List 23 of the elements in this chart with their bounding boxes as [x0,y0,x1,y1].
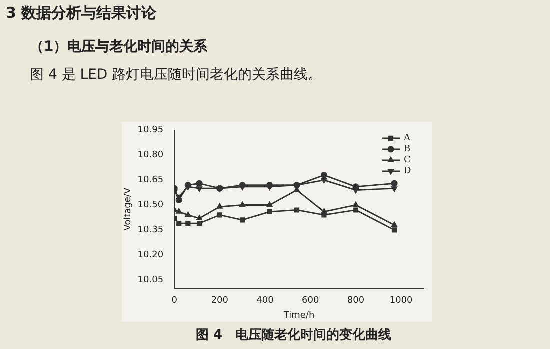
y-tick-label: 10.65 [138,176,164,186]
legend-label: D [404,166,412,177]
y-tick-label: 10.80 [138,150,164,161]
text: （1）电压与老化时间的关系 [30,38,208,56]
legend-label: B [404,144,411,155]
y-tick-label: 10.95 [138,126,164,136]
y-axis-title: Voltage/V [124,187,134,231]
y-tick-label: 10.05 [138,275,164,286]
y-tick-label: 10.35 [138,226,164,236]
y-tick-label: 10.20 [138,250,164,260]
text: 图 4 电压随老化时间的变化曲线 [196,326,392,344]
x-tick-label: 600 [302,296,320,306]
x-tick-label: 0 [172,296,178,306]
x-tick-label: 200 [211,296,229,306]
x-tick-label: 400 [256,296,274,306]
x-axis-title: Time/h [282,310,315,321]
legend-label: A [403,134,411,144]
legend-label: C [404,156,411,166]
text: 3 数据分析与结果讨论 [6,4,157,23]
x-tick-label: 1000 [390,296,414,306]
y-tick-label: 10.50 [138,200,164,211]
x-tick-label: 800 [347,296,365,306]
caption: 图 4 是 LED 路灯电压随时间老化的关系曲线。 [30,66,322,84]
